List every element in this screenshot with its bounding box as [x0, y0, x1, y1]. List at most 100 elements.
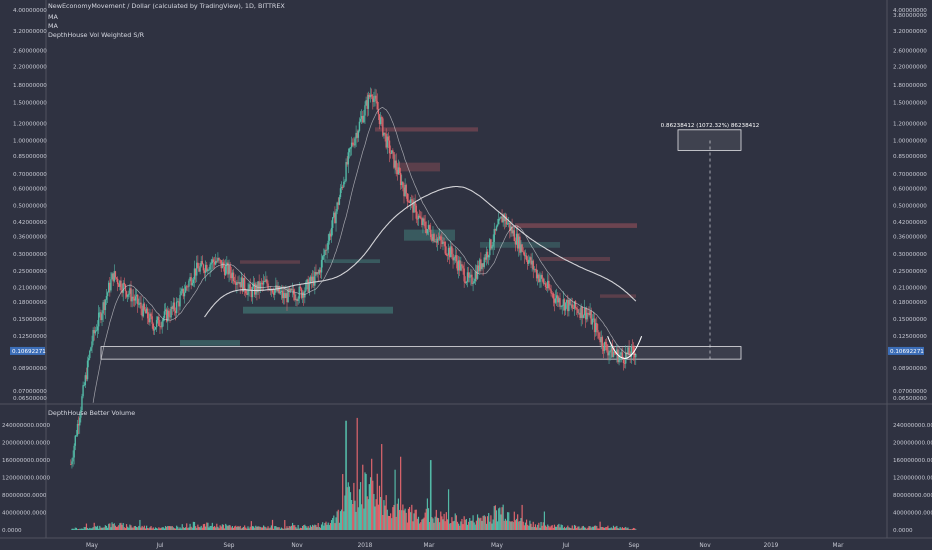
volume-bar [288, 526, 290, 530]
volume-bar [312, 524, 314, 530]
volume-bar [123, 527, 125, 530]
volume-bar [163, 528, 166, 530]
volume-bar [615, 526, 617, 530]
candle-body [602, 347, 605, 351]
volume-tick-label-left: 160000000.0000 [2, 458, 50, 464]
volume-bar [499, 507, 501, 530]
volume-bar [513, 511, 515, 530]
volume-bar [392, 507, 394, 530]
candle-body [567, 299, 569, 312]
volume-bar [129, 524, 131, 530]
candle-body [238, 282, 240, 284]
volume-bar [597, 528, 599, 530]
price-tick-label-right: 0.12500000 [893, 334, 927, 340]
candle-body [509, 222, 511, 231]
candle-body [109, 282, 111, 291]
volume-tick-label-left: 240000000.0000 [2, 423, 50, 429]
volume-bar [413, 513, 415, 530]
candle-body [568, 299, 570, 312]
volume-bar [366, 496, 368, 530]
volume-bar [73, 529, 75, 530]
candle-body [319, 269, 322, 273]
volume-tick-label-left: 0.0000 [2, 528, 22, 534]
candle-body [495, 226, 498, 231]
volume-bar [120, 522, 122, 530]
volume-bar [71, 528, 73, 530]
candle-body [158, 316, 160, 326]
price-tick-label-left: 0.36000000 [13, 235, 47, 241]
candle-body [416, 218, 419, 220]
volume-spike-bar [429, 460, 432, 530]
candle-body [203, 270, 206, 273]
candle-body [280, 290, 283, 293]
candle-body [172, 302, 175, 309]
volume-bar [466, 524, 469, 530]
volume-bar [283, 528, 285, 530]
volume-bar [237, 525, 239, 530]
candle-body [555, 295, 558, 299]
candle-body [617, 349, 619, 363]
price-tick-label-right: 0.60000000 [893, 187, 927, 193]
candle-body [489, 239, 491, 256]
volume-bar [521, 504, 523, 530]
volume-bar [189, 523, 191, 530]
candle-body [204, 264, 207, 273]
volume-bar [474, 524, 476, 530]
candle-body [284, 293, 286, 299]
volume-bar [159, 528, 161, 530]
candle-body [484, 257, 487, 260]
volume-bar [83, 527, 85, 530]
candle-body [213, 261, 216, 265]
volume-bar [329, 523, 332, 530]
volume-bar [552, 527, 554, 530]
volume-bar [99, 525, 101, 530]
candle-body [506, 223, 509, 225]
candle-body [337, 202, 339, 205]
volume-bar [385, 495, 387, 530]
volume-bar [114, 525, 116, 530]
candle-body [124, 284, 127, 292]
candle-body [382, 118, 384, 136]
volume-bar [84, 527, 86, 530]
volume-bar [400, 456, 402, 530]
candle-body [548, 280, 550, 289]
candle-body [355, 132, 357, 139]
volume-bar [309, 525, 311, 530]
candle-body [79, 417, 81, 426]
candle-body [357, 130, 360, 138]
candle-body [250, 289, 253, 298]
volume-bar [626, 528, 628, 530]
volume-spike-bar [368, 484, 371, 530]
sr-zone [180, 340, 240, 346]
volume-bar [514, 520, 517, 530]
volume-bar [263, 525, 265, 530]
volume-bar [380, 496, 382, 530]
volume-bar [227, 526, 229, 530]
volume-bar [215, 527, 217, 530]
candle-body [151, 316, 153, 324]
candle-body [259, 282, 261, 291]
candle-body [316, 272, 318, 275]
volume-bar [539, 527, 541, 530]
candle-body [103, 302, 105, 311]
candle-body [236, 282, 238, 285]
candle-body [415, 205, 417, 219]
candle-body [362, 115, 364, 123]
volume-bar [452, 521, 454, 530]
volume-bar [341, 509, 343, 530]
volume-bar [307, 526, 309, 530]
volume-bar [270, 525, 272, 530]
candle-body [257, 281, 259, 293]
candle-body [191, 283, 193, 286]
volume-bar [85, 523, 88, 530]
candle-body [246, 293, 248, 295]
volume-bar [146, 525, 148, 530]
candle-body [170, 306, 172, 318]
sr-zone [325, 259, 380, 264]
volume-bar [419, 523, 421, 530]
volume-bar [451, 517, 453, 530]
volume-bar [182, 527, 184, 530]
volume-bar [72, 528, 74, 530]
candle-body [369, 94, 372, 98]
